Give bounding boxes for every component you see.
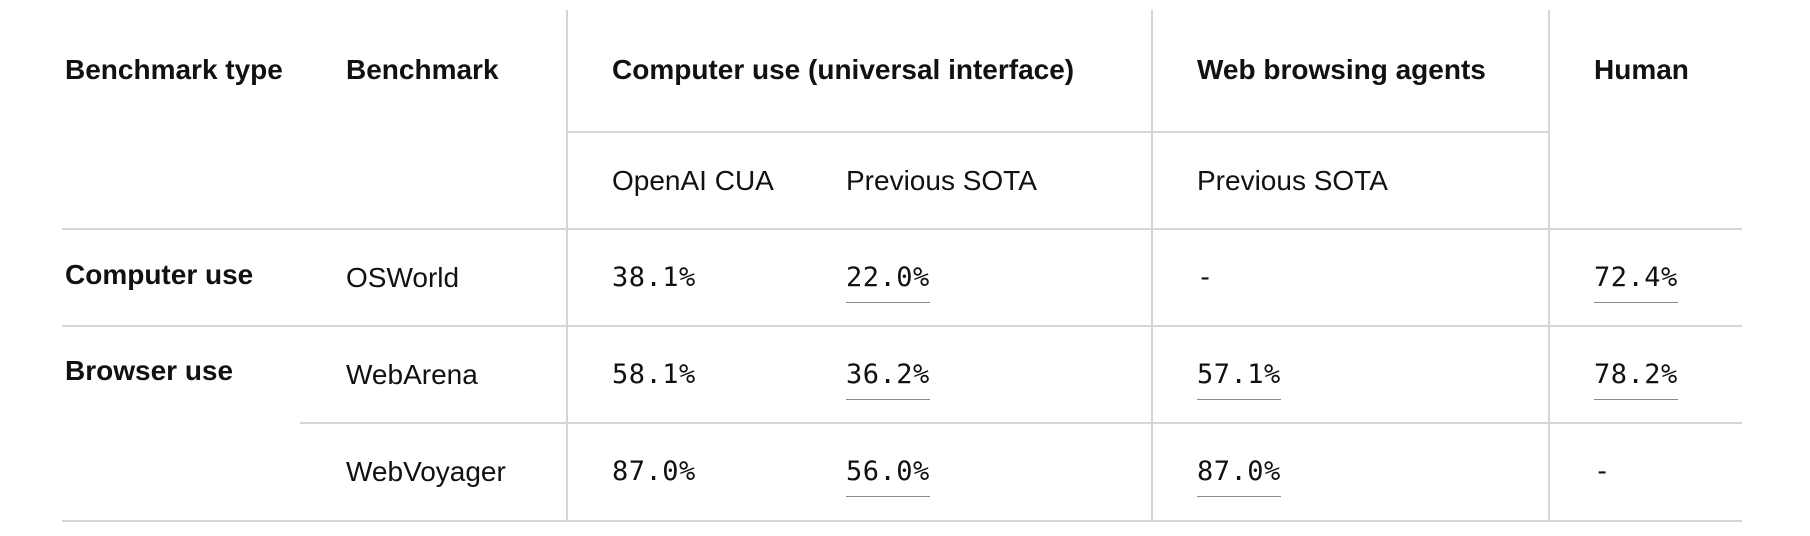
previous-sota-cu-link[interactable]: 56.0% (846, 455, 930, 497)
previous-sota-cu-link[interactable]: 36.2% (846, 358, 930, 400)
group-label-computer-use: Computer use (65, 259, 254, 290)
previous-sota-web-link[interactable]: 57.1% (1197, 358, 1281, 400)
cua-score: 87.0% (612, 456, 696, 487)
benchmark-name: WebArena (346, 359, 478, 390)
header-web-browsing-agents: Web browsing agents (1197, 54, 1486, 85)
column-divider (566, 10, 568, 522)
header-human: Human (1594, 54, 1689, 85)
table-bottom-border (62, 520, 1742, 522)
column-divider (1548, 10, 1550, 522)
cua-score: 38.1% (612, 262, 696, 293)
header-computer-use: Computer use (universal interface) (612, 54, 1075, 85)
column-divider (1151, 10, 1153, 522)
header-benchmark-type: Benchmark type (65, 54, 283, 85)
group-label-browser-use: Browser use (65, 355, 234, 386)
human-score-link[interactable]: 72.4% (1594, 261, 1678, 303)
benchmark-name: WebVoyager (346, 456, 506, 487)
benchmark-name: OSWorld (346, 262, 460, 293)
previous-sota-cu-link[interactable]: 22.0% (846, 261, 930, 303)
human-score: - (1594, 456, 1611, 487)
row-divider (62, 228, 1742, 230)
row-divider (62, 325, 1742, 327)
row-divider (300, 422, 1742, 424)
header-benchmark: Benchmark (346, 54, 499, 85)
previous-sota-web-link[interactable]: 87.0% (1197, 455, 1281, 497)
subheader-previous-sota-web-browsing: Previous SOTA (1197, 165, 1388, 196)
cua-score: 58.1% (612, 359, 696, 390)
subheader-openai-cua: OpenAI CUA (612, 165, 774, 196)
header-subdivider (567, 131, 1548, 133)
previous-sota-web-score: - (1197, 262, 1214, 293)
human-score-link[interactable]: 78.2% (1594, 358, 1678, 400)
subheader-previous-sota-computer-use: Previous SOTA (846, 165, 1037, 196)
